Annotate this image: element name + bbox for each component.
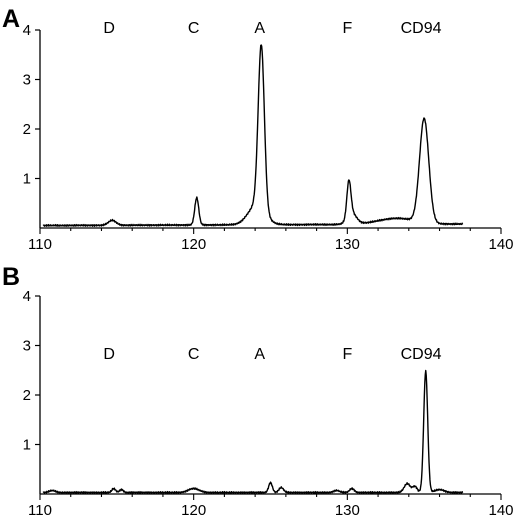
y-tick-label: 4 xyxy=(23,22,31,39)
trace-line xyxy=(42,369,464,495)
peak-label-d: D xyxy=(103,346,115,363)
y-tick-label: 3 xyxy=(23,72,31,89)
peak-label-cd94: CD94 xyxy=(401,346,442,363)
x-tick-label: 130 xyxy=(335,236,360,253)
panel-letter: A xyxy=(2,5,20,33)
peak-label-cd94: CD94 xyxy=(401,20,442,37)
x-tick-label: 140 xyxy=(488,502,513,519)
peak-label-f: F xyxy=(342,20,352,37)
x-tick-label: 130 xyxy=(335,502,360,519)
x-tick-label: 120 xyxy=(181,502,206,519)
peak-label-f: F xyxy=(342,346,352,363)
x-tick-label: 120 xyxy=(181,236,206,253)
peak-label-c: C xyxy=(188,20,200,37)
y-tick-label: 1 xyxy=(23,171,31,188)
x-tick-label: 110 xyxy=(28,236,52,253)
x-tick-label: 110 xyxy=(28,502,52,519)
y-tick-label: 1 xyxy=(23,437,31,454)
peak-label-d: D xyxy=(103,20,115,37)
y-tick-label: 2 xyxy=(23,387,31,404)
panel-letter: B xyxy=(2,263,20,291)
trace-line xyxy=(42,44,464,228)
peak-label-a: A xyxy=(254,20,265,37)
peak-label-a: A xyxy=(254,346,265,363)
y-tick-label: 4 xyxy=(23,288,31,305)
x-tick-label: 140 xyxy=(488,236,513,253)
peak-label-c: C xyxy=(188,346,200,363)
y-tick-label: 3 xyxy=(23,338,31,355)
y-tick-label: 2 xyxy=(23,121,31,138)
